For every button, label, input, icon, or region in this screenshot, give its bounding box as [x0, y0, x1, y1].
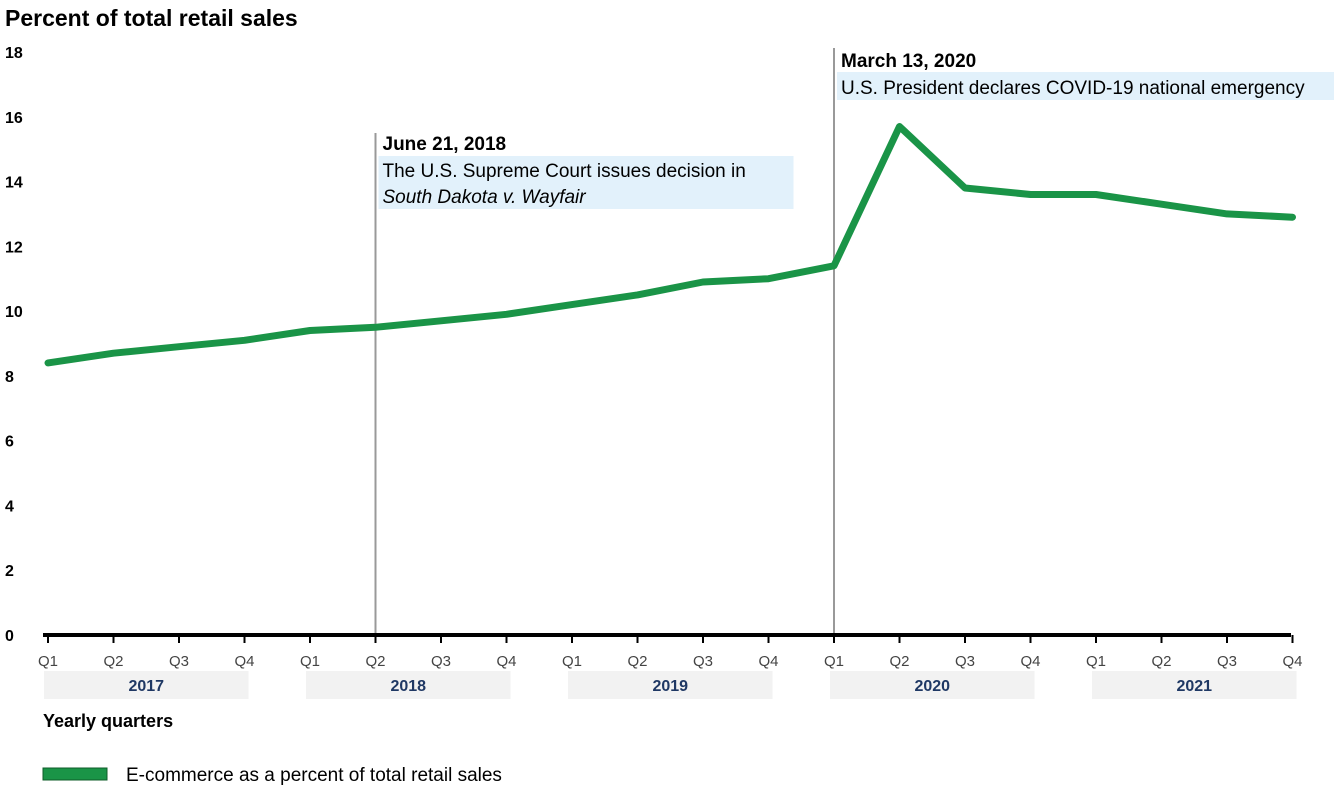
year-label: 2021	[1176, 678, 1212, 695]
year-band	[44, 671, 249, 699]
year-band	[568, 671, 773, 699]
y-tick-label: 6	[5, 434, 14, 451]
x-tick-label: Q3	[169, 653, 189, 670]
chart-title: Percent of total retail sales	[5, 5, 298, 31]
x-tick-label: Q4	[1282, 653, 1302, 670]
y-axis-ticks: 0 2 4 6 8 10 12 14 16 18	[5, 45, 23, 645]
x-tick-label: Q1	[1086, 653, 1106, 670]
y-tick-label: 12	[5, 239, 23, 256]
annotation-date: June 21, 2018	[383, 134, 507, 155]
x-tick-label: Q2	[1151, 653, 1171, 670]
series-line	[44, 123, 1296, 367]
x-tick-label: Q3	[955, 653, 975, 670]
x-tick-label: Q1	[38, 653, 58, 670]
y-tick-label: 0	[5, 628, 14, 645]
y-tick-label: 8	[5, 369, 14, 386]
y-tick-label: 16	[5, 110, 23, 127]
x-axis-label: Yearly quarters	[43, 711, 173, 731]
y-tick-label: 14	[5, 175, 23, 192]
y-tick-label: 2	[5, 563, 14, 580]
annotation-text: The U.S. Supreme Court issues decision i…	[383, 161, 746, 182]
y-tick-label: 18	[5, 45, 23, 62]
year-band	[306, 671, 511, 699]
series-layer	[44, 123, 1296, 367]
year-bands: 2017 2018 2019 2020 2021	[44, 671, 1297, 699]
year-label: 2017	[128, 678, 164, 695]
legend-label: E-commerce as a percent of total retail …	[126, 765, 502, 786]
y-tick-label: 4	[5, 498, 14, 515]
y-tick-label: 10	[5, 304, 23, 321]
x-tick-label: Q3	[693, 653, 713, 670]
x-tick-label: Q2	[627, 653, 647, 670]
x-axis-ticks: Q1 Q2 Q3 Q4 Q1 Q2 Q3 Q4 Q1 Q2 Q3 Q4 Q1 Q2 Q3 Q4 Q1 Q2 Q3 Q4	[38, 635, 1303, 670]
legend-swatch	[42, 767, 108, 781]
x-tick-label: Q3	[1217, 653, 1237, 670]
annotation-box	[837, 72, 1334, 100]
x-tick-label: Q1	[562, 653, 582, 670]
annotation-box	[378, 156, 794, 209]
x-tick-label: Q4	[758, 653, 778, 670]
x-tick-label: Q3	[431, 653, 451, 670]
annotation-text: U.S. President declares COVID-19 nationa…	[841, 78, 1305, 99]
x-tick-label: Q4	[234, 653, 254, 670]
annotation-case-name: South Dakota v. Wayfair	[383, 187, 587, 208]
legend: E-commerce as a percent of total retail …	[42, 765, 502, 786]
x-tick-label: Q2	[889, 653, 909, 670]
year-band	[1092, 671, 1297, 699]
year-band	[830, 671, 1035, 699]
annotation-date: March 13, 2020	[841, 51, 976, 72]
x-tick-label: Q1	[824, 653, 844, 670]
year-label: 2019	[652, 678, 688, 695]
year-label: 2020	[914, 678, 950, 695]
x-tick-label: Q4	[1020, 653, 1040, 670]
x-tick-label: Q1	[300, 653, 320, 670]
year-label: 2018	[390, 678, 426, 695]
x-tick-label: Q2	[103, 653, 123, 670]
annotations: June 21, 2018 The U.S. Supreme Court issu…	[374, 48, 1334, 633]
x-tick-label: Q4	[496, 653, 516, 670]
x-tick-label: Q2	[365, 653, 385, 670]
